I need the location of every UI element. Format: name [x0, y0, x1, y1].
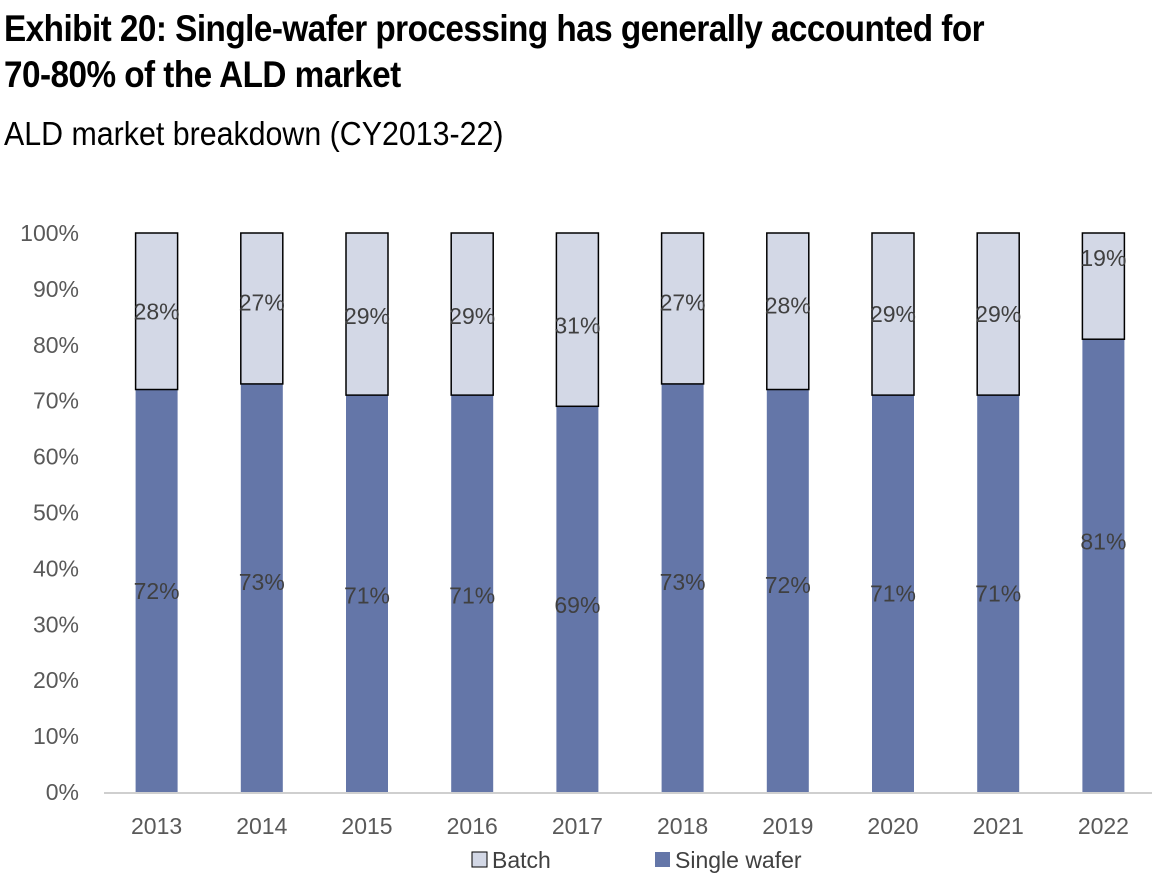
bar-batch-2017 [555, 232, 600, 408]
data-labels: 72% 28% 73% 27% 71% 29% 71% 29% 69% 31% 73% 27% 72% 2… [134, 245, 1127, 618]
data-label-single-wafer-2015: 71% [344, 583, 390, 609]
x-tick-label: 2013 [131, 813, 182, 839]
data-label-batch-2019: 28% [765, 292, 811, 318]
y-tick-label: 50% [33, 500, 79, 526]
data-label-batch-2014: 27% [239, 289, 285, 315]
legend: Batch Single wafer [471, 847, 802, 873]
x-tick-label: 2018 [657, 813, 708, 839]
bar-single-wafer-2016 [451, 395, 494, 792]
bar-single-wafer-2019 [766, 389, 809, 792]
data-label-batch-2016: 29% [449, 303, 495, 329]
data-label-batch-2015: 29% [344, 303, 390, 329]
data-label-single-wafer-2022: 81% [1080, 529, 1126, 555]
y-tick-label: 60% [33, 444, 79, 470]
bar-batch-2015 [345, 232, 389, 396]
y-tick-label: 20% [33, 667, 79, 693]
bar-single-wafer-2020 [872, 395, 914, 792]
legend-label-single-wafer: Single wafer [675, 847, 802, 873]
data-label-single-wafer-2014: 73% [239, 569, 285, 595]
y-axis: 0% 10% 20% 30% 40% 50% 60% 70% 80% 90% 100% [20, 220, 79, 805]
data-label-single-wafer-2019: 72% [765, 572, 811, 598]
bar-single-wafer-2022 [1082, 339, 1125, 792]
x-tick-label: 2016 [447, 813, 498, 839]
data-label-batch-2018: 27% [660, 289, 706, 315]
bar-batch-2019 [766, 232, 810, 391]
data-label-single-wafer-2016: 71% [449, 583, 495, 609]
bar-batch-2021 [976, 232, 1020, 396]
chart-subtitle: ALD market breakdown (CY2013-22) [4, 115, 504, 152]
data-label-batch-2022: 19% [1080, 245, 1126, 271]
data-label-batch-2021: 29% [975, 301, 1021, 327]
bar-single-wafer-2013 [135, 389, 178, 792]
bar-batch-2020 [871, 232, 915, 396]
bar-single-wafer-2015 [346, 395, 388, 792]
x-tick-label: 2019 [762, 813, 813, 839]
x-tick-label: 2022 [1078, 813, 1129, 839]
bar-single-wafer-2017 [556, 406, 599, 792]
x-tick-label: 2017 [552, 813, 603, 839]
data-label-single-wafer-2017: 69% [554, 592, 600, 618]
bar-single-wafer-2021 [977, 395, 1020, 792]
data-label-batch-2020: 29% [870, 301, 916, 327]
bar-batch-2022 [1081, 232, 1126, 340]
y-tick-label: 0% [46, 779, 79, 805]
y-tick-label: 70% [33, 388, 79, 414]
bar-single-wafer-2018 [661, 383, 704, 792]
legend-swatch-batch [471, 851, 488, 868]
legend-label-batch: Batch [492, 847, 551, 873]
bar-single-wafer-2014 [240, 383, 283, 792]
data-label-batch-2013: 28% [134, 298, 180, 324]
legend-swatch-single-wafer [655, 852, 670, 867]
y-tick-label: 80% [33, 332, 79, 358]
bar-batch-2018 [660, 232, 705, 385]
bar-batch-2013 [134, 232, 179, 391]
x-tick-label: 2020 [867, 813, 918, 839]
bars [134, 232, 1126, 792]
data-label-single-wafer-2013: 72% [134, 578, 180, 604]
y-tick-label: 90% [33, 276, 79, 302]
x-tick-label: 2021 [973, 813, 1024, 839]
bar-batch-2016 [450, 232, 494, 396]
data-label-single-wafer-2018: 73% [660, 569, 706, 595]
y-tick-label: 30% [33, 611, 79, 637]
y-tick-label: 40% [33, 555, 79, 581]
y-tick-label: 100% [20, 220, 79, 246]
data-label-single-wafer-2021: 71% [975, 581, 1021, 607]
bar-batch-2014 [240, 232, 284, 385]
chart-title: Exhibit 20: Single-wafer processing has … [4, 8, 985, 95]
data-label-batch-2017: 31% [554, 313, 600, 339]
x-tick-label: 2015 [341, 813, 392, 839]
y-tick-label: 10% [33, 723, 79, 749]
data-label-single-wafer-2020: 71% [870, 581, 916, 607]
x-tick-label: 2014 [236, 813, 287, 839]
x-axis: 2013 2014 2015 2016 2017 2018 2019 2020 2021 2022 [104, 792, 1152, 839]
